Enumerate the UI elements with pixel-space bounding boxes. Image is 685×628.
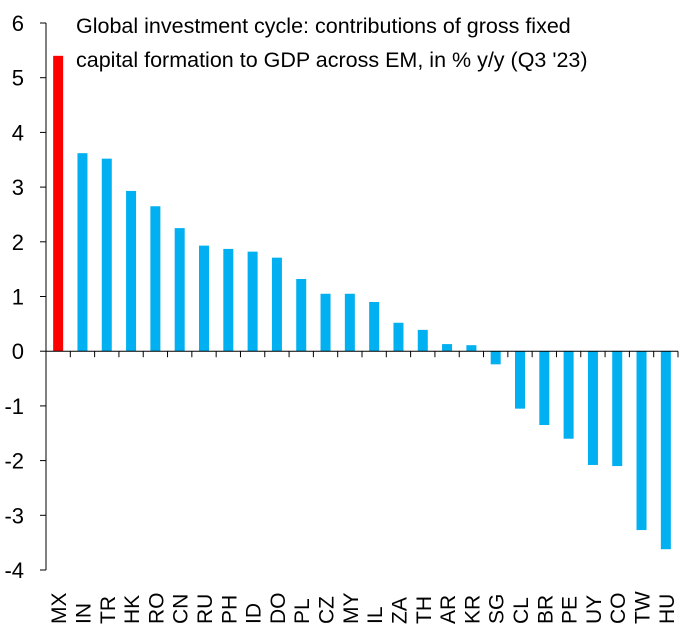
bar-cz xyxy=(320,293,331,352)
category-labels: MX IN TR HK RO CN RU PH ID DO PL CZ MY IL ZA TH AR KR SG CL… xyxy=(48,591,679,624)
x-tick-label: ID xyxy=(243,603,266,624)
x-tick-label: HK xyxy=(121,595,144,624)
bar-za xyxy=(393,322,404,352)
y-tick-label: 4 xyxy=(12,120,24,145)
x-tick-label: PL xyxy=(291,598,314,624)
x-tick-label: TH xyxy=(413,596,436,624)
x-tick-label: IL xyxy=(364,606,387,624)
x-tick-label: DO xyxy=(267,593,290,625)
x-tick-label: CO xyxy=(607,593,630,625)
x-tick-label: MY xyxy=(340,593,363,625)
x-tick-label: HU xyxy=(656,594,679,624)
x-tick-label: PH xyxy=(218,595,241,624)
x-tick-label: TR xyxy=(97,596,120,624)
chart-title-line-2: capital formation to GDP across EM, in %… xyxy=(76,48,588,72)
x-tick-label: RU xyxy=(194,594,217,624)
x-tick-label: CZ xyxy=(316,596,339,624)
x-tick-label: KR xyxy=(461,595,484,624)
bar-do xyxy=(271,257,282,352)
bar-uy xyxy=(587,351,598,465)
x-tick-label: SG xyxy=(486,594,509,624)
x-tick-label: ZA xyxy=(388,597,411,624)
bar-ar xyxy=(442,344,453,352)
bar-in xyxy=(77,153,88,352)
bar-sg xyxy=(490,351,501,365)
x-tick-label: PE xyxy=(559,596,582,624)
bar-id xyxy=(247,251,258,352)
bar-cl xyxy=(515,351,525,409)
bar-mx xyxy=(53,55,64,352)
x-tick-label: CN xyxy=(170,594,193,624)
y-tick-label: -1 xyxy=(4,394,24,419)
bar-kr xyxy=(466,345,477,352)
x-tick-label: CL xyxy=(510,597,533,624)
x-tick-label: UY xyxy=(583,595,606,624)
y-tick-label: 2 xyxy=(12,230,24,255)
y-tick-label: 1 xyxy=(12,285,24,310)
bar-ph xyxy=(223,248,234,352)
bar-co xyxy=(612,351,623,467)
x-tick-label: BR xyxy=(534,595,557,624)
bar-ro xyxy=(150,206,161,352)
y-tick-label: -4 xyxy=(4,558,24,583)
x-tick-label: MX xyxy=(48,593,71,625)
bar-hk xyxy=(126,190,137,352)
x-tick-label: AR xyxy=(437,595,460,624)
bar-pe xyxy=(563,351,574,439)
y-axis-ticks: 6 5 4 3 2 1 0 -1 -2 -3 -4 xyxy=(4,11,46,583)
y-tick-label: 3 xyxy=(12,175,24,200)
x-tick-label: RO xyxy=(145,593,168,625)
x-tick-label: IN xyxy=(72,603,95,624)
y-tick-label: -2 xyxy=(4,449,24,474)
y-tick-label: 6 xyxy=(12,11,24,36)
bars xyxy=(53,55,671,550)
bar-pl xyxy=(296,278,307,352)
bar-th xyxy=(417,329,428,352)
bar-br xyxy=(539,351,550,426)
y-tick-label: -3 xyxy=(4,503,24,528)
chart-title-line-1: Global investment cycle: contributions o… xyxy=(76,14,571,38)
y-tick-label: 0 xyxy=(12,339,24,364)
bar-cn xyxy=(174,228,185,352)
bar-tw xyxy=(636,351,647,531)
bar-tr xyxy=(101,158,112,352)
bar-my xyxy=(344,293,355,352)
axes xyxy=(45,23,679,570)
bar-ru xyxy=(199,245,209,352)
bar-il xyxy=(369,301,380,352)
y-tick-label: 5 xyxy=(12,66,24,91)
bar-hu xyxy=(660,351,671,550)
x-tick-label: TW xyxy=(632,591,655,624)
